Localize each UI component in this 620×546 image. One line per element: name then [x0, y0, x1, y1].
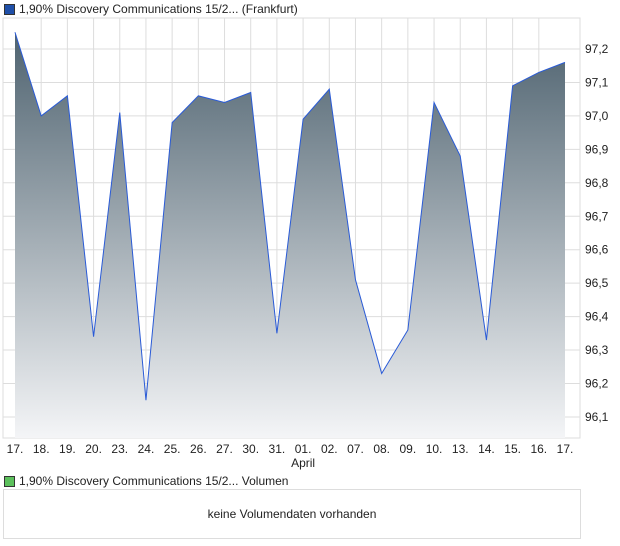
x-tick-label: 01. [295, 442, 312, 456]
y-tick-label: 97,2 [585, 42, 609, 56]
price-area [15, 32, 565, 439]
price-legend-marker [4, 3, 15, 15]
volume-legend-marker [4, 475, 15, 487]
x-tick-label: 14. [478, 442, 495, 456]
volume-legend: 1,90% Discovery Communications 15/2... V… [4, 474, 288, 488]
y-tick-label: 97,0 [585, 109, 609, 123]
x-tick-label: 10. [426, 442, 443, 456]
y-tick-label: 96,1 [585, 410, 609, 424]
x-tick-label: 16. [530, 442, 547, 456]
x-tick-label: 30. [242, 442, 259, 456]
y-tick-label: 96,3 [585, 343, 609, 357]
price-legend-label: 1,90% Discovery Communications 15/2... (… [19, 2, 298, 16]
x-tick-label: 08. [373, 442, 390, 456]
volume-message: keine Volumendaten vorhanden [207, 507, 377, 521]
y-tick-label: 96,5 [585, 276, 609, 290]
x-tick-label: 23. [111, 442, 128, 456]
volume-legend-label: 1,90% Discovery Communications 15/2... V… [19, 474, 289, 488]
volume-panel: keine Volumendaten vorhanden [3, 489, 581, 539]
x-tick-label: 26. [190, 442, 207, 456]
x-tick-label: 24. [138, 442, 155, 456]
price-chart: 97,2 97,1 97,0 96,9 96,8 96,7 96,6 96,5 96,4 96,3… [2, 17, 609, 470]
x-tick-label: 25. [164, 442, 181, 456]
y-tick-label: 96,7 [585, 209, 609, 223]
x-tick-label: 20. [85, 442, 102, 456]
y-tick-label: 96,2 [585, 377, 609, 391]
x-tick-label: 07. [347, 442, 364, 456]
x-tick-label: 17. [557, 442, 574, 456]
x-tick-label: 19. [59, 442, 76, 456]
price-legend: 1,90% Discovery Communications 15/2... (… [4, 2, 298, 16]
x-tick-label: 13. [452, 442, 469, 456]
x-tick-label: 27. [216, 442, 233, 456]
y-tick-label: 96,8 [585, 176, 609, 190]
x-tick-label: 15. [504, 442, 521, 456]
y-tick-label: 97,1 [585, 75, 609, 89]
y-tick-label: 96,9 [585, 142, 609, 156]
x-month-label: April [291, 456, 315, 470]
x-tick-label: 09. [400, 442, 417, 456]
y-tick-label: 96,4 [585, 310, 609, 324]
y-tick-label: 96,6 [585, 243, 609, 257]
price-line [14, 32, 566, 401]
x-tick-label: 17. [7, 442, 24, 456]
x-tick-label: 18. [33, 442, 50, 456]
x-tick-label: 02. [321, 442, 338, 456]
x-tick-label: 31. [269, 442, 286, 456]
